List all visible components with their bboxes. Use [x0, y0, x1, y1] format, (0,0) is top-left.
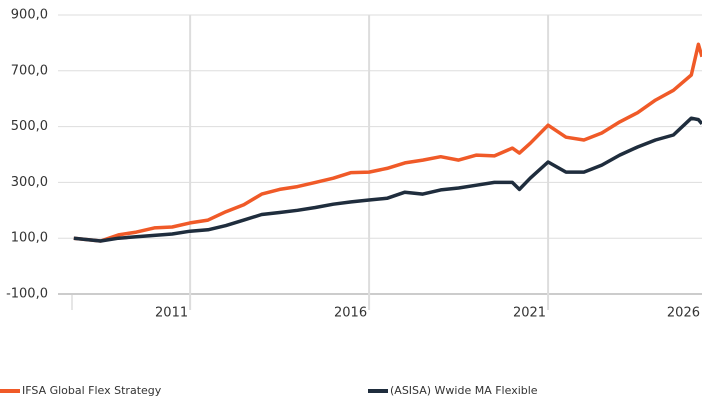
y-tick-label: 700,0 — [11, 63, 48, 78]
series-line — [73, 42, 702, 243]
x-tick-label: 2021 — [513, 306, 546, 321]
legend-swatch — [0, 389, 20, 393]
legend-swatch — [368, 389, 388, 393]
y-tick-label: 500,0 — [11, 119, 48, 134]
x-tick-label: 2011 — [155, 306, 188, 321]
y-tick-label: 900,0 — [11, 8, 48, 23]
y-tick-label: -100,0 — [6, 287, 48, 302]
series-line — [73, 116, 702, 243]
x-tick-label: 2026 — [667, 306, 700, 321]
legend-label: (ASISA) Wwide MA Flexible — [390, 384, 538, 397]
x-tick-label: 2016 — [334, 306, 367, 321]
y-tick-label: 300,0 — [11, 175, 48, 190]
y-tick-label: 100,0 — [11, 231, 48, 246]
legend-label: IFSA Global Flex Strategy — [22, 384, 162, 397]
